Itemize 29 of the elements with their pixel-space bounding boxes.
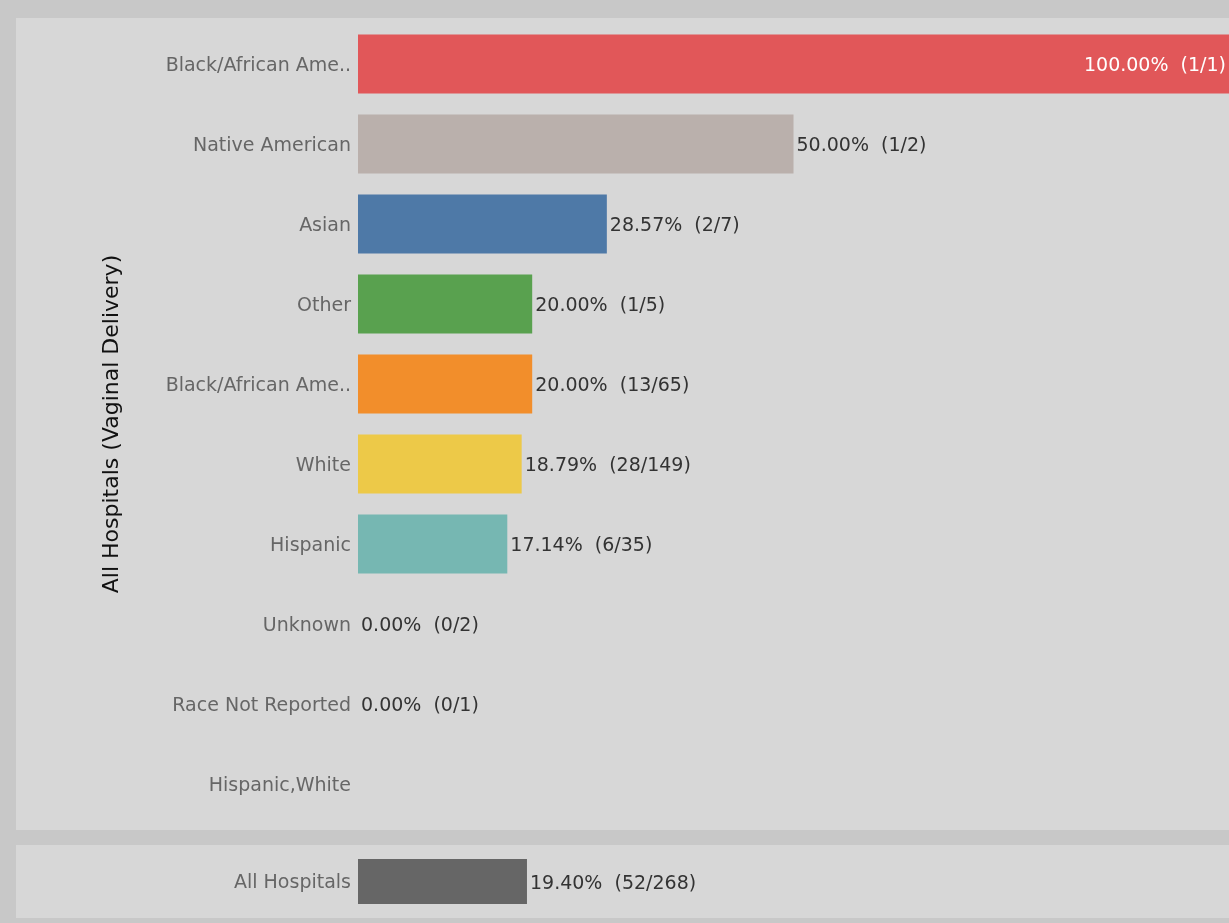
y-tick-label: Race Not Reported bbox=[172, 692, 351, 715]
bar bbox=[358, 274, 533, 334]
data-label: 50.00% (1/2) bbox=[796, 133, 927, 155]
data-label: 18.79% (28/149) bbox=[524, 453, 691, 475]
y-tick-label: Black/African Ame.. bbox=[165, 372, 351, 395]
bar bbox=[358, 114, 794, 174]
y-tick-label: Black/African Ame.. bbox=[165, 52, 351, 75]
data-label: 0.00% (0/2) bbox=[361, 613, 479, 635]
data-label: 0.00% (0/1) bbox=[361, 693, 479, 715]
y-tick-label: Hispanic,White bbox=[208, 772, 351, 795]
y-tick-label: Hispanic bbox=[270, 532, 351, 555]
data-label: 20.00% (1/5) bbox=[535, 293, 666, 315]
y-tick-label: Asian bbox=[299, 212, 351, 235]
y-axis-title: All Hospitals (Vaginal Delivery) bbox=[98, 254, 124, 594]
data-label: 20.00% (13/65) bbox=[535, 373, 690, 395]
y-tick-label: White bbox=[295, 452, 351, 475]
y-tick-label: All Hospitals bbox=[233, 870, 351, 893]
y-tick-label: Other bbox=[297, 292, 352, 315]
bar bbox=[358, 34, 1229, 94]
bar bbox=[358, 354, 533, 414]
bar bbox=[358, 514, 508, 574]
data-label: 17.14% (6/35) bbox=[510, 533, 653, 555]
bar bbox=[358, 434, 522, 494]
bar bbox=[358, 194, 607, 254]
y-tick-label: Native American bbox=[193, 132, 351, 155]
data-label: 100.00% (1/1) bbox=[1083, 53, 1226, 75]
y-tick-label: Unknown bbox=[262, 612, 351, 635]
data-label: 28.57% (2/7) bbox=[609, 213, 740, 235]
data-label: 19.40% (52/268) bbox=[529, 870, 697, 893]
